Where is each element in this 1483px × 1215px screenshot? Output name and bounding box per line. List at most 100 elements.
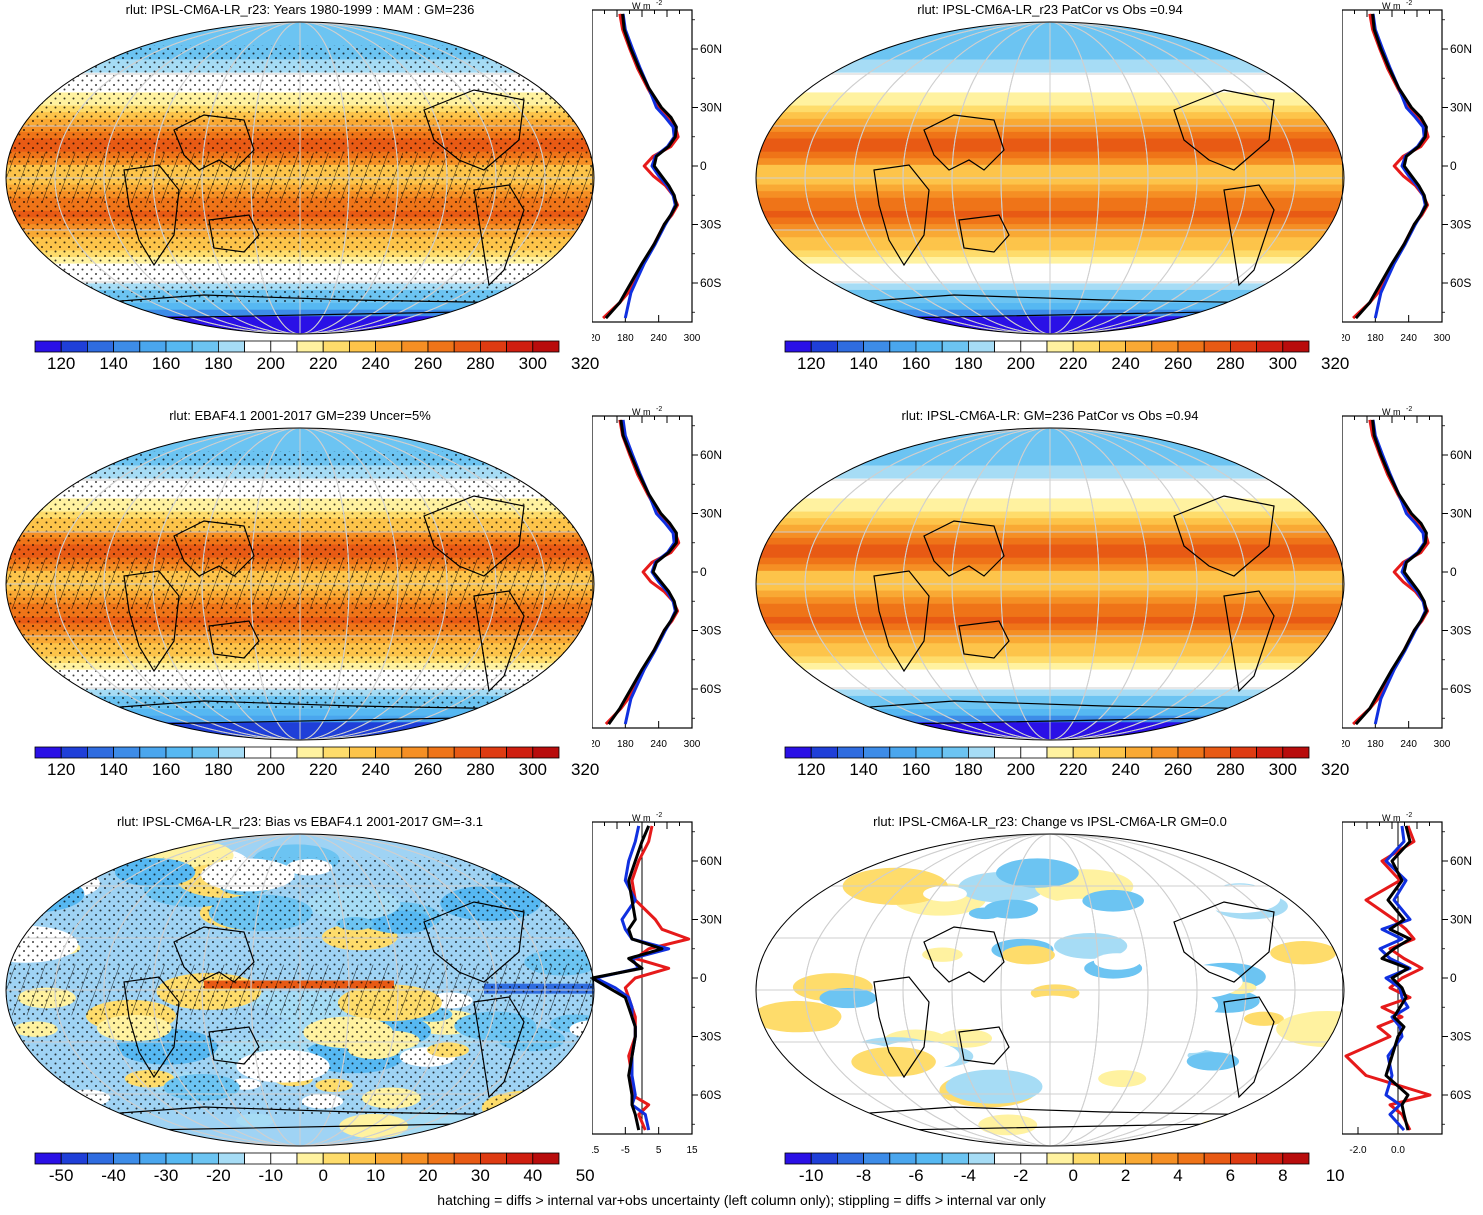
colorbar-tick-label: 200 xyxy=(1006,760,1035,779)
colorbar-tick-label: 160 xyxy=(901,760,931,779)
anomaly-patch xyxy=(1176,1042,1207,1054)
graticule-meridian xyxy=(951,834,1149,1146)
colorbar-tick-label: 120 xyxy=(797,760,826,779)
colorbar-swatch xyxy=(296,746,324,759)
colorbar-tick-label: 260 xyxy=(1163,760,1193,779)
colorbar xyxy=(784,340,1310,353)
colorbar-tick-label: 200 xyxy=(256,354,285,373)
ref-profile-line xyxy=(1371,13,1427,319)
anomaly-patch xyxy=(235,1113,275,1128)
colorbar-swatch xyxy=(1046,746,1074,759)
graticule-meridian xyxy=(1000,22,1100,334)
anomaly-patch xyxy=(984,899,1039,919)
colorbar-tick-label: 6 xyxy=(1225,1166,1236,1185)
colorbar-tick-label: 180 xyxy=(204,354,233,373)
colorbar-swatch xyxy=(453,1152,481,1165)
colorbar-swatch xyxy=(810,340,838,353)
coastline xyxy=(958,214,1010,253)
coastline xyxy=(173,520,255,577)
colorbar-swatch xyxy=(1203,340,1231,353)
colorbar-tick-label: 30 xyxy=(470,1166,490,1185)
coastline xyxy=(873,570,930,673)
anomaly-patch xyxy=(1001,945,1055,965)
colorbar-swatch xyxy=(1151,340,1179,353)
anomaly-patch xyxy=(1098,1070,1147,1088)
units-exponent: -2 xyxy=(656,406,662,413)
colorbar-swatch xyxy=(915,340,943,353)
coastline xyxy=(208,214,260,253)
colorbar-tick-label: 240 xyxy=(1111,354,1140,373)
colorbar-tick-label: 260 xyxy=(413,760,443,779)
lat-tick-label: 0 xyxy=(700,565,707,579)
colorbar-swatch xyxy=(1256,340,1284,353)
colorbar-tick-label: -2 xyxy=(1013,1166,1029,1185)
x-tick-label: 300 xyxy=(1434,739,1451,750)
colorbar-swatch xyxy=(532,340,560,353)
anomaly-patch xyxy=(1283,843,1344,872)
coastline xyxy=(923,520,1005,577)
colorbar-swatch xyxy=(113,340,141,353)
graticule-meridian xyxy=(951,22,1149,334)
graticule-meridian xyxy=(54,834,546,1146)
x-tick-label: -15 xyxy=(592,1145,600,1156)
colorbar-tick-label: -10 xyxy=(798,1166,824,1185)
colorbar-tick-label: 300 xyxy=(518,354,547,373)
coastline xyxy=(923,114,1005,171)
graticule-meridian xyxy=(951,428,1149,740)
anomaly-patch xyxy=(851,1046,936,1077)
colorbar-swatch xyxy=(427,1152,455,1165)
graticule-meridian xyxy=(250,22,350,334)
colorbar-tick-label: 180 xyxy=(954,760,983,779)
colorbar-swatch xyxy=(1072,340,1100,353)
colorbar-swatch xyxy=(87,746,115,759)
graticule-meridian xyxy=(103,428,497,740)
colorbar-tick-label: 180 xyxy=(954,354,983,373)
colorbar-swatch xyxy=(941,340,969,353)
colorbar-swatch xyxy=(217,340,245,353)
anomaly-patch xyxy=(923,885,968,902)
panel-title: rlut: IPSL-CM6A-LR: GM=236 PatCor vs Obs… xyxy=(901,408,1199,423)
colorbar-swatch xyxy=(837,746,865,759)
graticule-meridian xyxy=(804,834,1296,1146)
colorbar-swatch xyxy=(810,746,838,759)
ref-profile-line xyxy=(621,13,677,319)
lat-tick-label: 30S xyxy=(1450,1030,1471,1044)
colorbar-swatch xyxy=(87,1152,115,1165)
anomaly-patch xyxy=(922,947,963,962)
colorbar-swatch xyxy=(994,1152,1022,1165)
colorbar-swatch xyxy=(348,1152,376,1165)
colorbar-tick-label: 260 xyxy=(1163,354,1193,373)
colorbar-tick-label: 140 xyxy=(849,760,878,779)
colorbar-swatch xyxy=(453,340,481,353)
coastline xyxy=(923,926,1005,983)
colorbar-swatch xyxy=(191,340,219,353)
lat-tick-label: 30N xyxy=(1450,913,1472,927)
lat-tick-label: 30N xyxy=(700,913,722,927)
colorbar-swatch xyxy=(34,1152,62,1165)
colorbar-swatch xyxy=(784,1152,812,1165)
colorbar-swatch xyxy=(401,340,429,353)
colorbar-swatch xyxy=(375,340,403,353)
colorbar-swatch xyxy=(60,746,88,759)
coastline xyxy=(473,590,525,693)
colorbar-swatch xyxy=(1151,1152,1179,1165)
colorbar-tick-label: 120 xyxy=(47,354,76,373)
anomaly-patch xyxy=(819,987,877,1009)
footnote: hatching = diffs > internal var+obs unce… xyxy=(437,1192,1046,1208)
x-tick-label: 240 xyxy=(650,739,667,750)
colorbar-tick-label: -8 xyxy=(856,1166,872,1185)
lat-tick-label: 0 xyxy=(700,971,707,985)
anomaly-patch xyxy=(974,1014,1049,1041)
colorbar-swatch xyxy=(244,340,272,353)
lat-tick-label: 30S xyxy=(700,624,721,638)
colorbar-swatch xyxy=(1072,1152,1100,1165)
units-label: W m xyxy=(1382,407,1401,417)
colorbar-swatch xyxy=(1256,746,1284,759)
x-tick-label: 180 xyxy=(617,333,634,344)
colorbar-swatch xyxy=(479,746,507,759)
colorbar-swatch xyxy=(139,1152,167,1165)
colorbar-swatch xyxy=(453,746,481,759)
profile-frame xyxy=(1342,415,1443,729)
x-tick-label: 5 xyxy=(656,1145,662,1156)
lat-tick-label: 60N xyxy=(1450,42,1472,56)
